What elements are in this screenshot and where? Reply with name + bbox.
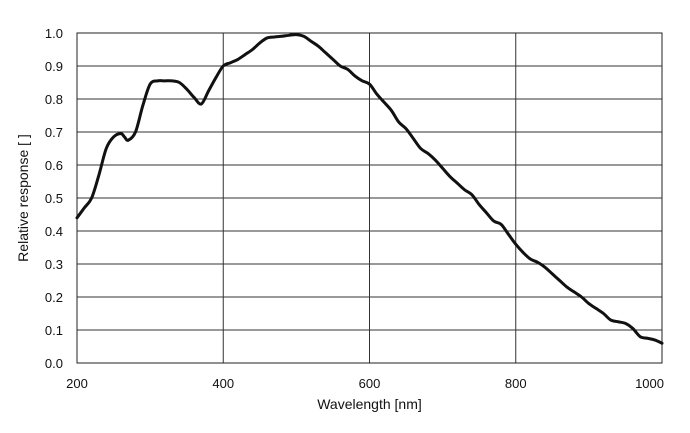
y-tick-label: 0.4	[45, 224, 63, 239]
y-tick-label: 0.3	[45, 257, 63, 272]
y-tick-label: 0.5	[45, 191, 63, 206]
plot-area-frame	[76, 32, 663, 364]
y-tick-label: 0.8	[45, 92, 63, 107]
x-axis-ticks: 200 400 600 800 1000	[66, 376, 664, 391]
y-axis-label: Relative response [ ]	[15, 134, 31, 262]
series-line	[75, 33, 664, 345]
x-tick-label: 600	[359, 376, 381, 391]
y-tick-label: 0.9	[45, 59, 63, 74]
x-axis-label: Wavelength [nm]	[317, 396, 422, 412]
x-tick-label: 1000	[635, 376, 664, 391]
y-tick-label: 0.7	[45, 125, 63, 140]
y-tick-label: 1.0	[45, 26, 63, 41]
y-tick-label: 0.0	[45, 356, 63, 371]
y-axis-ticks: 0.0 0.1 0.2 0.3 0.4 0.5 0.6 0.7 0.8 0.9 1.0	[45, 26, 63, 371]
x-tick-label: 800	[505, 376, 527, 391]
series-layer	[75, 33, 664, 345]
x-tick-label: 200	[66, 376, 88, 391]
x-tick-label: 400	[212, 376, 234, 391]
y-tick-label: 0.6	[45, 158, 63, 173]
y-tick-label: 0.2	[45, 290, 63, 305]
y-tick-label: 0.1	[45, 323, 63, 338]
